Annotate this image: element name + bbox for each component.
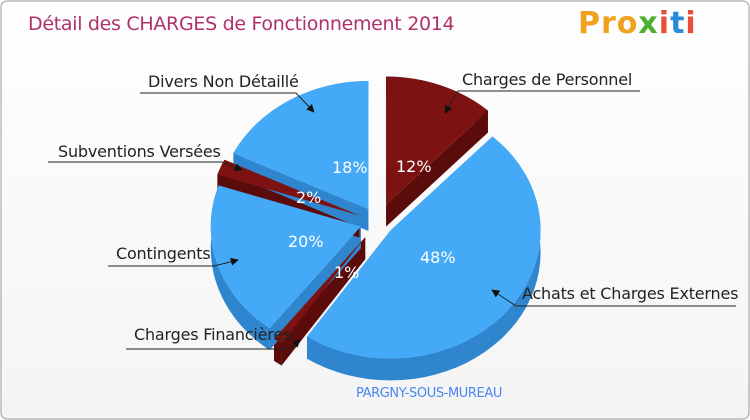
logo-letter: i	[658, 6, 671, 41]
slice-category-label: Divers Non Détaillé	[148, 72, 299, 91]
leader-line	[491, 289, 736, 307]
proxiti-logo: Proxiti	[578, 6, 697, 41]
logo-letter: x	[638, 6, 659, 41]
slice-percent-label: 2%	[296, 188, 322, 207]
chart-title: Détail des CHARGES de Fonctionnement 201…	[28, 13, 455, 35]
pie-slice	[306, 136, 541, 359]
logo-letter: i	[685, 6, 697, 41]
leader-line	[444, 90, 640, 114]
pie-slice-edge	[386, 110, 488, 227]
slice-percent-label: 20%	[288, 232, 324, 251]
slice-category-label: Achats et Charges Externes	[522, 284, 739, 303]
commune-name: PARGNY-SOUS-MUREAU	[356, 386, 502, 401]
logo-letter: P	[578, 6, 601, 41]
pie-slice	[210, 185, 361, 329]
pie-slice	[233, 81, 369, 210]
leader-line	[108, 257, 239, 267]
slice-category-label: Subventions Versées	[58, 142, 221, 161]
slice-percent-label: 48%	[420, 248, 456, 267]
logo-letter: t	[670, 6, 686, 41]
logo-letter: o	[616, 6, 639, 41]
slice-category-label: Charges de Personnel	[462, 70, 633, 89]
pie-slice-side	[307, 136, 541, 381]
slice-category-label: Charges Financières	[134, 325, 292, 344]
slice-percent-label: 12%	[396, 157, 432, 176]
slice-percent-label: 18%	[332, 158, 368, 177]
logo-letter: r	[601, 6, 617, 41]
pie-slice	[386, 76, 488, 205]
slice-category-label: Contingents	[116, 244, 211, 263]
pie-slice	[274, 237, 366, 344]
slice-percent-label: 1%	[334, 263, 360, 282]
pie-slice	[217, 159, 360, 216]
leader-line	[140, 92, 315, 113]
leader-line	[48, 161, 243, 172]
leader-line	[126, 339, 301, 350]
